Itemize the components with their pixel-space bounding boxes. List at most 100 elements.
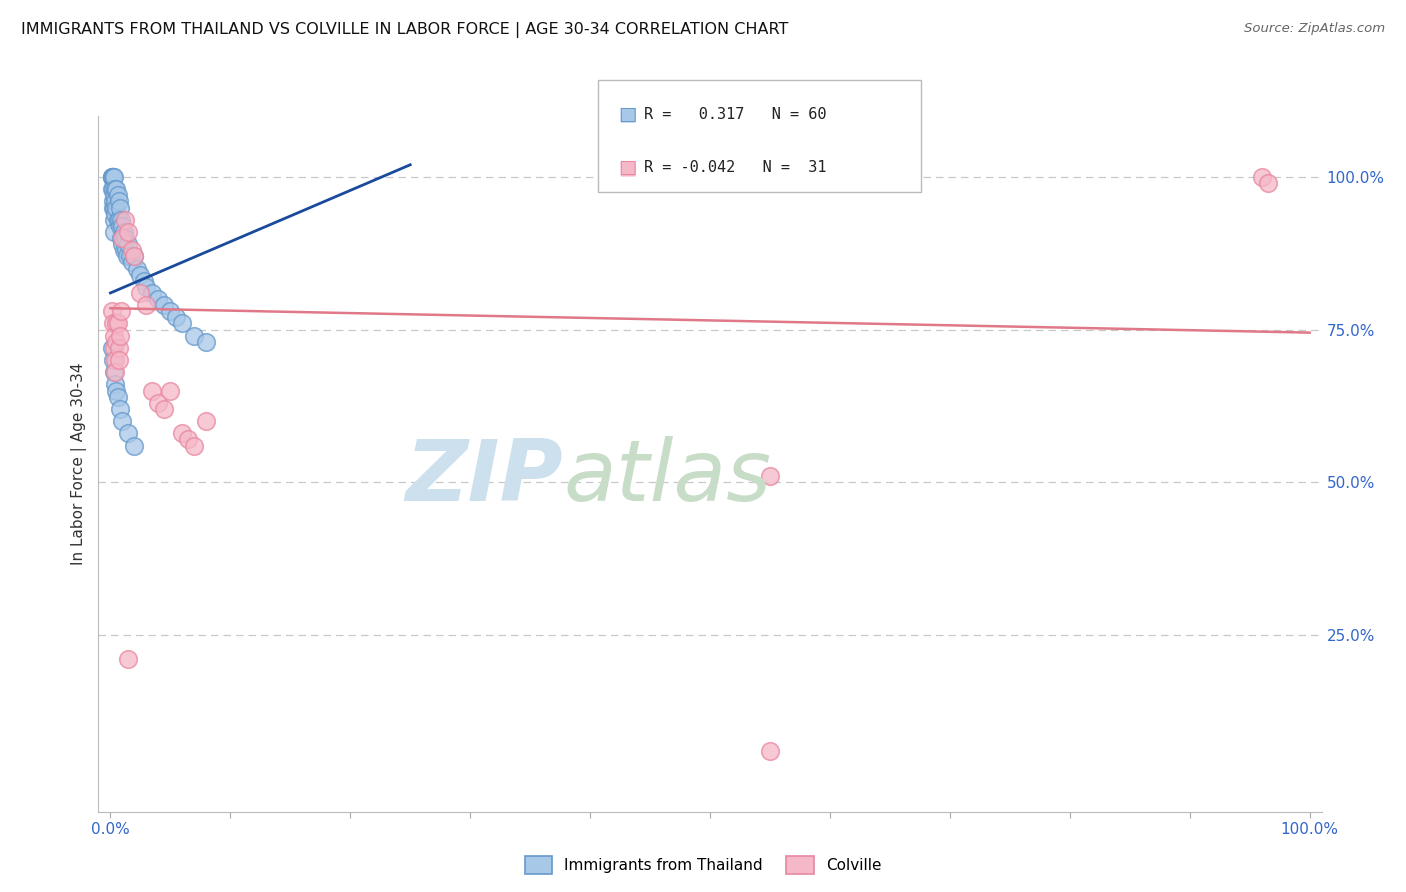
Point	[103, 201, 125, 215]
Point	[141, 285, 163, 300]
Point	[114, 231, 136, 245]
Point	[121, 255, 143, 269]
Point	[105, 201, 128, 215]
Point	[103, 341, 125, 355]
Point	[100, 169, 122, 184]
Point	[105, 182, 128, 196]
Point	[117, 652, 139, 666]
Text: ZIP: ZIP	[405, 436, 564, 519]
Point	[159, 384, 181, 398]
Point	[165, 310, 187, 325]
Point	[117, 237, 139, 252]
Point	[117, 426, 139, 441]
Point	[172, 426, 194, 441]
Point	[148, 396, 170, 410]
Point	[108, 353, 131, 368]
Point	[107, 212, 129, 227]
Point	[759, 469, 782, 483]
Point	[159, 304, 181, 318]
Point	[135, 298, 157, 312]
Point	[111, 414, 134, 428]
Point	[110, 304, 132, 318]
Point	[104, 194, 127, 209]
Point	[195, 414, 218, 428]
Point	[112, 225, 135, 239]
Point	[101, 201, 124, 215]
Point	[115, 244, 138, 258]
Point	[172, 317, 194, 331]
Point	[108, 401, 131, 416]
Point	[104, 377, 127, 392]
Point	[100, 169, 122, 184]
Point	[100, 182, 122, 196]
Point	[107, 317, 129, 331]
Point	[100, 341, 122, 355]
Point	[148, 292, 170, 306]
Point	[101, 194, 124, 209]
Point	[103, 188, 125, 202]
Point	[183, 328, 205, 343]
Point	[110, 212, 132, 227]
Point	[111, 219, 134, 233]
Point	[101, 317, 124, 331]
Point	[111, 237, 134, 252]
Point	[183, 438, 205, 452]
Point	[125, 261, 148, 276]
Point	[103, 212, 125, 227]
Point	[104, 353, 127, 368]
Text: IMMIGRANTS FROM THAILAND VS COLVILLE IN LABOR FORCE | AGE 30-34 CORRELATION CHAR: IMMIGRANTS FROM THAILAND VS COLVILLE IN …	[21, 22, 789, 38]
Point	[111, 231, 134, 245]
Text: □: □	[619, 104, 637, 124]
Text: ■: ■	[619, 104, 637, 124]
Text: atlas: atlas	[564, 436, 772, 519]
Point	[104, 365, 127, 379]
Point	[118, 249, 141, 263]
Text: ■: ■	[619, 158, 637, 178]
Point	[101, 353, 124, 368]
Point	[108, 328, 131, 343]
Point	[195, 334, 218, 349]
Point	[1250, 169, 1272, 184]
Legend: Immigrants from Thailand, Colville: Immigrants from Thailand, Colville	[519, 850, 887, 880]
Text: Source: ZipAtlas.com: Source: ZipAtlas.com	[1244, 22, 1385, 36]
Point	[129, 285, 152, 300]
Point	[115, 249, 138, 263]
Point	[108, 212, 131, 227]
Point	[112, 244, 135, 258]
Point	[101, 169, 124, 184]
Point	[103, 328, 125, 343]
Point	[105, 384, 128, 398]
Point	[153, 401, 176, 416]
Point	[124, 249, 146, 263]
Point	[103, 365, 125, 379]
Point	[105, 334, 128, 349]
Point	[101, 169, 124, 184]
Point	[1257, 176, 1279, 190]
Point	[103, 169, 125, 184]
Point	[117, 225, 139, 239]
Text: □: □	[619, 158, 637, 178]
Point	[177, 433, 200, 447]
Point	[108, 201, 131, 215]
Point	[108, 194, 131, 209]
Point	[104, 182, 127, 196]
Point	[121, 244, 143, 258]
Point	[101, 182, 124, 196]
Point	[141, 384, 163, 398]
Point	[110, 231, 132, 245]
Point	[135, 280, 157, 294]
Point	[100, 169, 122, 184]
Point	[104, 206, 127, 220]
Point	[108, 341, 131, 355]
Point	[103, 225, 125, 239]
Point	[107, 390, 129, 404]
Point	[132, 274, 155, 288]
Text: R =   0.317   N = 60: R = 0.317 N = 60	[644, 107, 827, 121]
Point	[759, 744, 782, 758]
Point	[153, 298, 176, 312]
Y-axis label: In Labor Force | Age 30-34: In Labor Force | Age 30-34	[72, 362, 87, 566]
Point	[124, 438, 146, 452]
Point	[124, 249, 146, 263]
Point	[129, 268, 152, 282]
Point	[107, 188, 129, 202]
